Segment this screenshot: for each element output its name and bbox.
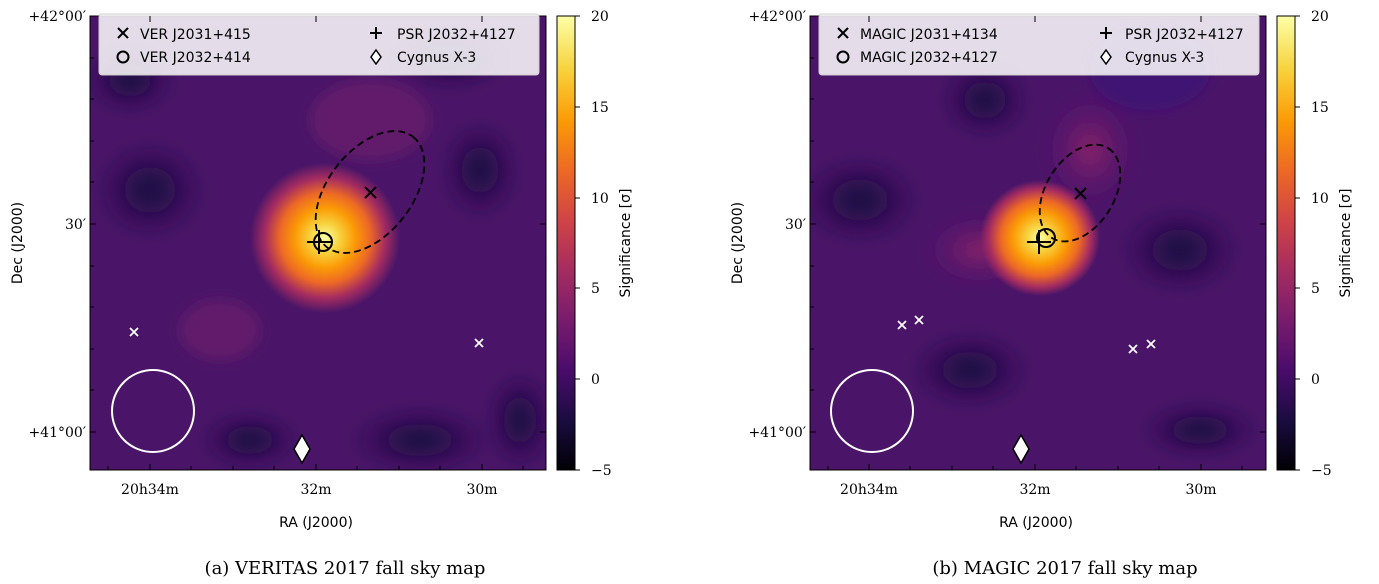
cbar-tick: −5 — [1311, 463, 1332, 479]
y-tick-label: +42°00′ — [748, 9, 806, 25]
legend-label: PSR J2032+4127 — [397, 27, 516, 43]
magic-extension-ellipse — [1038, 143, 1122, 243]
marker-magic-j2032 — [1036, 228, 1056, 248]
x-tick-label: 32m — [1019, 482, 1050, 498]
colorbar-label: Significance [σ] — [1338, 189, 1354, 298]
y-tick-label: 30′ — [785, 217, 806, 233]
cbar-tick: 20 — [1311, 9, 1329, 25]
legend-label: VER J2032+414 — [140, 50, 251, 66]
y-axis-label: Dec (J2000) — [10, 202, 26, 284]
y-axis-label: Dec (J2000) — [730, 202, 746, 284]
cbar-tick: 10 — [1311, 191, 1329, 207]
cbar-tick: 10 — [591, 191, 609, 207]
x-tick-label: 32m — [300, 482, 331, 498]
caption-b: (b) MAGIC 2017 fall sky map — [932, 558, 1197, 579]
x-tick-label: 20h34m — [121, 482, 179, 498]
x-tick-label: 30m — [466, 482, 497, 498]
magic-panel: MAGIC J2031+4134 MAGIC J2032+4127 PSR J2… — [730, 9, 1354, 579]
veritas-psf-circle — [111, 369, 195, 453]
marker-psr-a — [307, 230, 331, 254]
y-tick-label: +41°00′ — [748, 425, 806, 441]
legend-label: VER J2031+415 — [140, 27, 251, 43]
veritas-ticks — [90, 15, 546, 470]
y-tick-label: 30′ — [65, 217, 86, 233]
legend-label: MAGIC J2032+4127 — [860, 50, 998, 66]
magic-ticks — [810, 15, 1266, 470]
x-axis-label: RA (J2000) — [999, 515, 1073, 531]
legend-label: MAGIC J2031+4134 — [860, 27, 998, 43]
magic-colorbar — [1276, 15, 1296, 471]
veritas-colorbar — [556, 15, 576, 471]
marker-cygnus-x3-b — [1012, 433, 1030, 465]
caption-a: (a) VERITAS 2017 fall sky map — [205, 558, 486, 579]
cbar-tick: −5 — [591, 463, 612, 479]
legend-label: PSR J2032+4127 — [1125, 27, 1244, 43]
cbar-tick: 5 — [1311, 281, 1320, 297]
x-tick-label: 20h34m — [840, 482, 898, 498]
marker-magic-j2031 — [1074, 187, 1087, 200]
magic-heatmap — [810, 16, 1266, 470]
veritas-legend: VER J2031+415 VER J2032+414 PSR J2032+41… — [98, 13, 540, 76]
veritas-panel: VER J2031+415 VER J2032+414 PSR J2032+41… — [10, 9, 634, 579]
cbar-tick: 15 — [591, 100, 609, 116]
cbar-tick: 15 — [1311, 100, 1329, 116]
marker-cygnus-x3-a — [293, 433, 311, 465]
cbar-tick: 5 — [591, 281, 600, 297]
white-x-markers-a — [129, 327, 484, 348]
veritas-extension-ellipse — [314, 130, 426, 254]
white-x-markers-b — [897, 315, 1156, 354]
magic-psf-circle — [830, 369, 914, 453]
legend-label: Cygnus X-3 — [397, 50, 476, 66]
marker-ver-j2031 — [364, 186, 377, 199]
veritas-hotspot — [250, 163, 400, 313]
y-tick-label: +42°00′ — [28, 9, 86, 25]
x-axis-label: RA (J2000) — [279, 515, 353, 531]
magic-legend: MAGIC J2031+4134 MAGIC J2032+4127 PSR J2… — [818, 13, 1260, 76]
cbar-tick: 20 — [591, 9, 609, 25]
legend-label: Cygnus X-3 — [1125, 50, 1204, 66]
marker-psr-b — [1027, 230, 1051, 254]
y-tick-label: +41°00′ — [28, 425, 86, 441]
x-tick-label: 30m — [1185, 482, 1216, 498]
cbar-tick: 0 — [591, 372, 600, 388]
colorbar-label: Significance [σ] — [618, 189, 634, 298]
cbar-tick: 0 — [1311, 372, 1320, 388]
